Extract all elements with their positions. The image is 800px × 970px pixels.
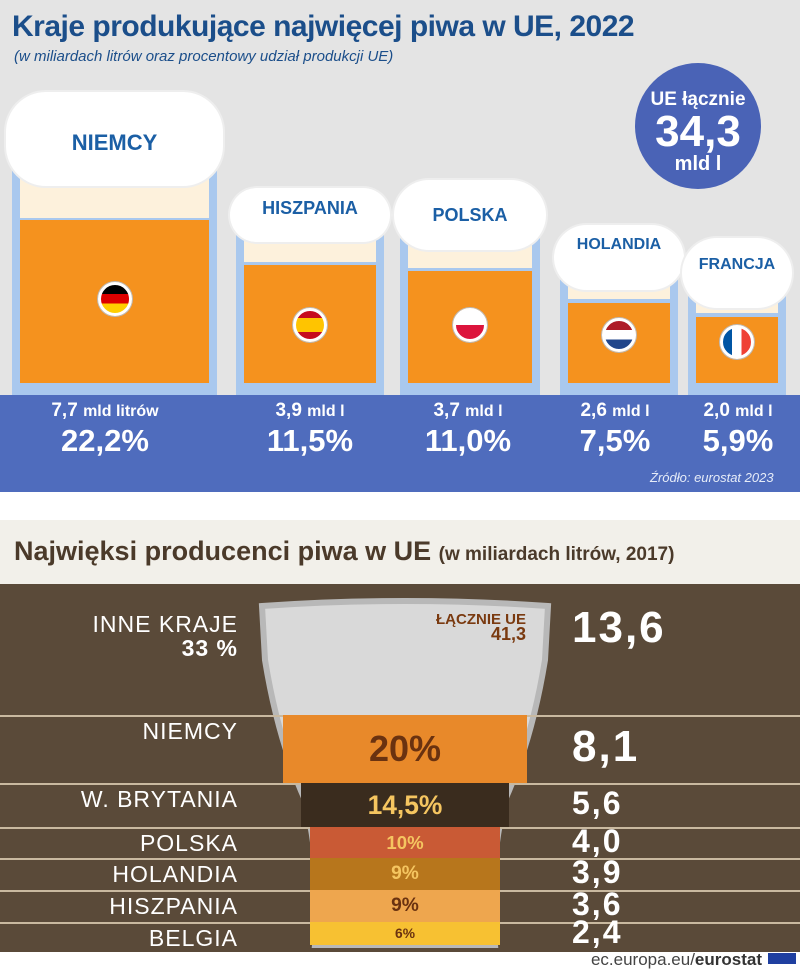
country-label: INNE KRAJE — [92, 611, 238, 637]
country-name: POLSKA — [432, 205, 508, 225]
flag-icon — [720, 325, 754, 359]
mug-foam — [682, 238, 792, 308]
mug-foam — [394, 180, 546, 250]
glass-total: ŁĄCZNIE UE 41,3 — [380, 611, 526, 644]
row-value: 5,6 — [572, 785, 623, 821]
production-unit: mld l — [465, 403, 503, 420]
source-note: Źródło: eurostat 2023 — [650, 470, 774, 485]
production-unit: mld l — [735, 403, 773, 420]
flag-icon — [293, 308, 327, 342]
beer-mug-hiszpania: HISZPANIA — [230, 188, 390, 395]
country-stat: 7,7 mld litrów 22,2% — [15, 400, 195, 460]
country-name: HOLANDIA — [576, 236, 662, 253]
segment-share: 14,5% — [367, 790, 443, 820]
page-subtitle: (w miliardach litrów oraz procentowy udz… — [14, 48, 394, 65]
country-label: NIEMCY — [142, 718, 238, 744]
segment-share: 9% — [391, 863, 419, 884]
total-value: 34,3 — [655, 107, 741, 156]
total-unit: mld l — [674, 153, 722, 175]
production-value: 2,6 — [580, 400, 607, 421]
country-name: NIEMCY — [71, 130, 158, 155]
country-stat: 2,6 mld l 7,5% — [555, 400, 675, 460]
footer-brand: eurostat — [694, 950, 762, 969]
beer-mug-francja: FRANCJA — [682, 238, 792, 395]
row-value: 2,4 — [572, 913, 623, 950]
glass-segment: 9% — [310, 858, 500, 890]
beer-mug-polska: POLSKA — [394, 180, 546, 395]
beer-mug-holandia: HOLANDIA — [554, 225, 684, 395]
glass-segment: 10% — [310, 827, 500, 858]
eu-total-badge: UE łącznie 34,3 mld l — [635, 63, 761, 189]
mug-foam — [6, 92, 223, 186]
segment-share: 6% — [395, 926, 415, 941]
bottom-title-note: (w miliardach litrów, 2017) — [438, 544, 675, 565]
share-percent: 22,2% — [61, 423, 149, 458]
share-percent: 7,5% — [579, 423, 651, 458]
flag-icon — [602, 318, 636, 352]
glass-segment: 9% — [310, 890, 500, 922]
share-percent: 11,5% — [266, 423, 354, 458]
production-value: 3,9 — [275, 400, 302, 421]
country-share-label: 33 % — [181, 635, 238, 661]
row-label: HISZPANIA — [109, 894, 238, 918]
glass-total-label: ŁĄCZNIE UE — [436, 611, 526, 628]
page-title: Kraje produkujące najwięcej piwa w UE, 2… — [12, 10, 635, 43]
bottom-title-bar: Najwięksi producenci piwa w UE (w miliar… — [0, 520, 800, 584]
row-value: 3,9 — [572, 854, 623, 890]
production-value: 2,0 — [703, 400, 730, 421]
row-value: 3,6 — [572, 886, 623, 922]
mug-foam — [230, 188, 390, 242]
country-label: BELGIA — [148, 925, 238, 951]
values-band — [0, 395, 800, 492]
share-percent: 5,9% — [702, 423, 774, 458]
country-name: HISZPANIA — [262, 198, 358, 218]
segment-share: 9% — [391, 895, 419, 916]
glass-segment: 20% — [282, 715, 528, 783]
row-value: 13,6 — [572, 603, 666, 652]
footer-site: ec.europa.eu/ — [590, 950, 695, 969]
row-label: W. BRYTANIA — [81, 787, 238, 811]
eu-flag-icon — [768, 953, 796, 964]
glass-segment: 14,5% — [301, 783, 509, 827]
country-label: HOLANDIA — [112, 861, 238, 887]
row-value: 8,1 — [572, 722, 640, 771]
bottom-title: Najwięksi producenci piwa w UE — [14, 536, 432, 566]
country-stat: 2,0 mld l 5,9% — [682, 400, 794, 460]
share-percent: 11,0% — [424, 423, 512, 458]
country-name: FRANCJA — [698, 256, 776, 273]
row-label: BELGIA — [149, 926, 238, 950]
row-value: 4,0 — [572, 822, 623, 859]
total-label: UE łącznie — [650, 89, 746, 110]
row-label: HOLANDIA — [112, 862, 238, 886]
segment-share: 10% — [386, 832, 424, 853]
production-value: 7,7 — [51, 400, 78, 421]
flag-icon — [97, 282, 132, 316]
mug-foam — [554, 225, 684, 290]
country-label: HISZPANIA — [109, 893, 238, 919]
country-stat: 3,7 mld l 11,0% — [398, 400, 538, 460]
glass-total-value: 41,3 — [490, 624, 526, 644]
row-label: INNE KRAJE 33 % — [93, 612, 238, 660]
glass-segment: 6% — [310, 922, 500, 945]
segment-share: 20% — [368, 728, 442, 769]
country-label: W. BRYTANIA — [80, 786, 238, 812]
production-unit: mld l — [612, 403, 650, 420]
flag-icon — [453, 308, 487, 342]
beer-mug-niemcy: NIEMCY — [6, 92, 223, 395]
production-value: 3,7 — [433, 400, 460, 421]
production-unit: mld litrów — [83, 403, 159, 420]
country-label: POLSKA — [139, 830, 238, 856]
footer-credit[interactable]: ec.europa.eu/eurostat — [591, 950, 762, 970]
row-label: POLSKA — [140, 831, 238, 855]
country-stat: 3,9 mld l 11,5% — [240, 400, 380, 460]
production-unit: mld l — [307, 403, 345, 420]
row-label: NIEMCY — [143, 719, 238, 743]
